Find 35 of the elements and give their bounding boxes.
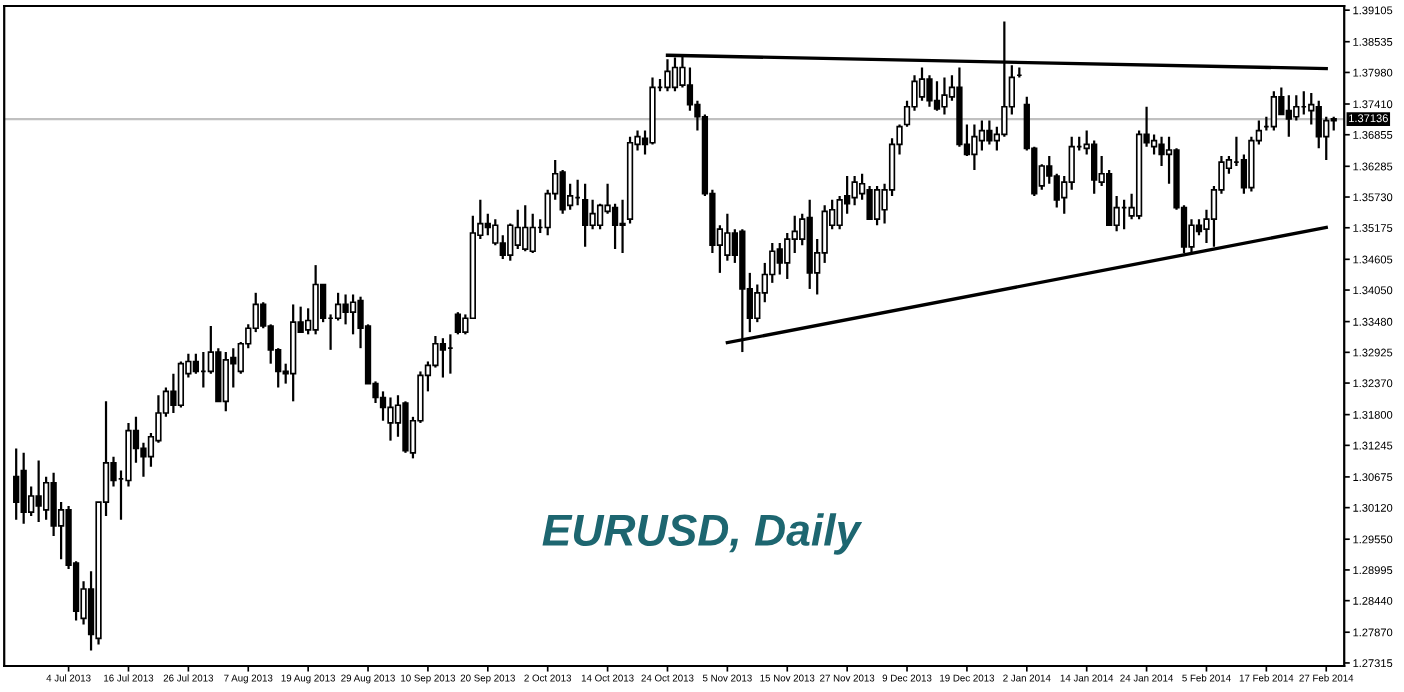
candlestick (20, 451, 27, 525)
candlestick (35, 459, 42, 524)
candlestick (776, 241, 783, 276)
candlestick (454, 311, 462, 336)
candlestick (349, 293, 357, 336)
candlestick (342, 293, 349, 326)
candlestick (507, 222, 514, 262)
candlestick (873, 184, 881, 227)
text: EURUSD, Daily (542, 513, 863, 555)
candlestick (851, 174, 858, 207)
candlestick (387, 396, 394, 442)
candlestick (559, 168, 566, 215)
candlestick (926, 74, 933, 108)
candlestick (312, 264, 319, 336)
candlestick (177, 360, 185, 409)
candlestick (1053, 172, 1060, 209)
candlestick (222, 350, 229, 413)
candlestick (402, 400, 409, 454)
candlestick (1091, 139, 1098, 195)
candlestick (514, 208, 521, 251)
candlestick (986, 119, 993, 146)
candlestick (484, 212, 491, 237)
candlestick (971, 123, 978, 171)
candlestick (933, 80, 941, 112)
candlestick (1068, 135, 1075, 191)
candlestick (941, 76, 948, 116)
candlestick (439, 337, 447, 379)
candlestick (522, 204, 529, 253)
candlestick (581, 182, 589, 248)
candlestick (529, 212, 536, 255)
candlestick (1285, 94, 1292, 138)
candlestick (1270, 90, 1277, 132)
candlestick (589, 198, 596, 231)
candlestick (13, 447, 20, 521)
candlestick (784, 231, 791, 281)
